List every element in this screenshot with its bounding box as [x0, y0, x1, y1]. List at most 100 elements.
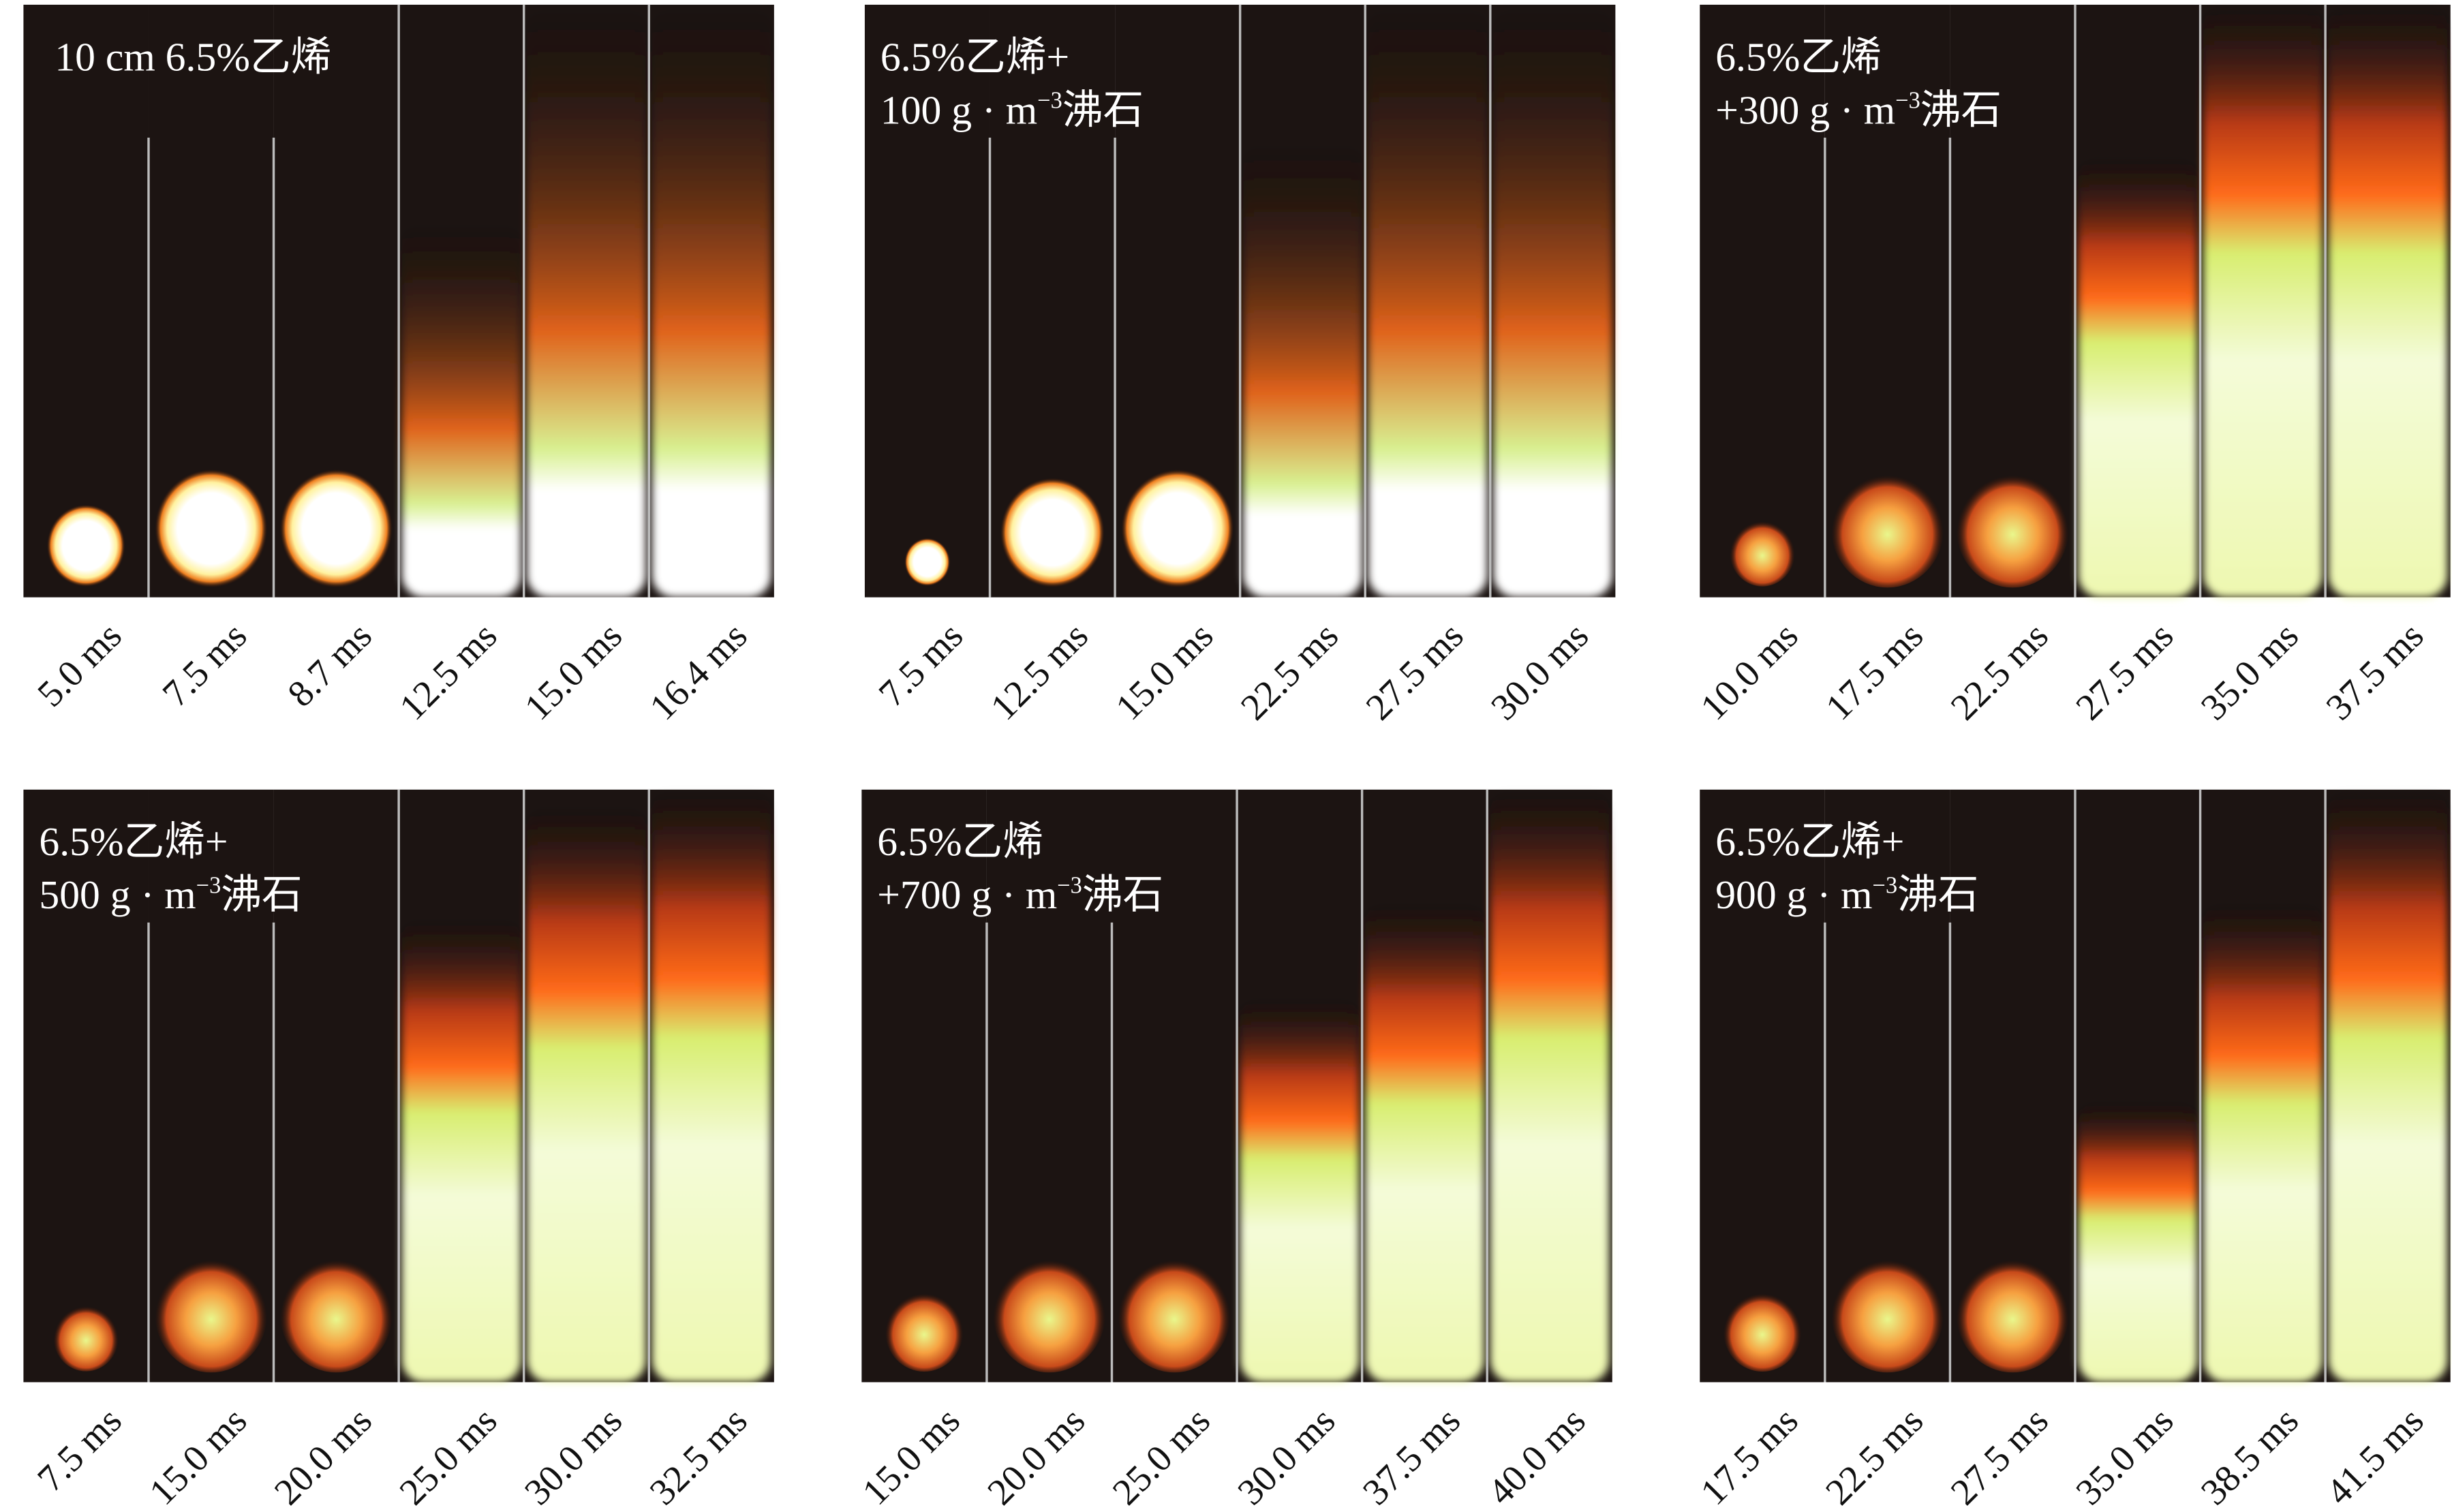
- time-label: 30.0 ms: [1229, 1400, 1343, 1512]
- flame: [401, 918, 521, 1383]
- label-sup: −3: [196, 872, 221, 898]
- label-text: +300 g · m: [1715, 87, 1895, 132]
- label-text: 6.5%乙烯+: [39, 819, 228, 864]
- frame: [397, 4, 524, 598]
- time-label: 15.0 ms: [1107, 615, 1221, 728]
- frame: [647, 789, 774, 1383]
- frame: [1114, 4, 1240, 598]
- frame: [147, 4, 274, 598]
- flame: [1121, 469, 1234, 588]
- frame: [2324, 4, 2451, 598]
- flame: [885, 1289, 964, 1372]
- panel-label: +300 g · m−3沸石: [1715, 87, 2002, 132]
- time-label: 30.0 ms: [1483, 615, 1596, 728]
- frame-bg: [1700, 4, 1825, 598]
- time-label: 12.5 ms: [983, 615, 1096, 728]
- time-label: 25.0 ms: [1105, 1400, 1218, 1512]
- time-label: 22.5 ms: [1943, 615, 2056, 728]
- label-after: 沸石: [1062, 87, 1144, 132]
- time-label: 27.5 ms: [2068, 615, 2181, 728]
- flame: [155, 469, 268, 588]
- label-text: +700 g · m: [877, 872, 1057, 917]
- time-label: 38.5 ms: [2193, 1400, 2306, 1512]
- flame: [993, 1254, 1106, 1373]
- panel-label: 6.5%乙烯+: [39, 819, 228, 864]
- frame: [1486, 789, 1612, 1383]
- time-label: 16.4 ms: [641, 615, 754, 728]
- flame: [904, 538, 951, 586]
- frame: [985, 789, 1112, 1383]
- frame: [272, 4, 399, 598]
- time-label: 17.5 ms: [1692, 1400, 1805, 1512]
- frame: [2074, 4, 2201, 598]
- flame: [1000, 478, 1105, 588]
- label-sup: −3: [1895, 87, 1920, 113]
- frame: [1489, 4, 1616, 598]
- label-after: 沸石: [1082, 872, 1163, 917]
- label-text: 6.5%乙烯+: [880, 34, 1069, 79]
- frame: [23, 4, 149, 598]
- time-label: 41.5 ms: [2318, 1400, 2431, 1512]
- frame: [522, 4, 649, 598]
- time-label: 37.5 ms: [1355, 1400, 1468, 1512]
- frame: [1948, 4, 2075, 598]
- flame: [652, 789, 771, 1383]
- time-label: 35.0 ms: [2193, 615, 2306, 728]
- flame: [1490, 789, 1610, 1383]
- flame: [2203, 902, 2323, 1383]
- frame: [647, 4, 774, 598]
- flame: [1831, 469, 1944, 588]
- frame: [1948, 789, 2075, 1383]
- flame: [1493, 4, 1612, 598]
- panel: [864, 4, 1616, 598]
- time-label: 7.5 ms: [155, 615, 255, 715]
- label-after: 沸石: [1920, 87, 2002, 132]
- flame: [1956, 469, 2069, 588]
- frame: [2324, 789, 2451, 1383]
- time-label: 7.5 ms: [870, 615, 970, 715]
- time-label: 27.5 ms: [1943, 1400, 2056, 1512]
- panel: [23, 789, 774, 1383]
- time-label: 5.0 ms: [29, 615, 129, 715]
- panel-label: +700 g · m−3沸石: [877, 872, 1163, 917]
- frame-bg: [1700, 789, 1825, 1383]
- flame: [46, 504, 125, 587]
- frame-bg: [23, 789, 149, 1383]
- time-label: 15.0 ms: [141, 1400, 254, 1512]
- panel-label: 900 g · m−3沸石: [1715, 872, 1978, 917]
- frame: [1700, 789, 1825, 1383]
- time-label: 35.0 ms: [2068, 1400, 2181, 1512]
- time-label: 10.0 ms: [1692, 615, 1805, 728]
- flame: [1956, 1254, 2069, 1373]
- frame: [522, 789, 649, 1383]
- time-label: 20.0 ms: [979, 1400, 1092, 1512]
- panel-label: 6.5%乙烯+: [1715, 819, 1904, 864]
- time-label: 17.5 ms: [1818, 615, 1931, 728]
- frame: [861, 789, 987, 1383]
- time-label: 20.0 ms: [266, 1400, 380, 1512]
- label-after: 沸石: [1897, 872, 1978, 917]
- panel: [1700, 4, 2451, 598]
- panel: [23, 4, 774, 598]
- flame: [1243, 141, 1362, 598]
- time-label: 7.5 ms: [29, 1400, 129, 1500]
- time-label: 37.5 ms: [2318, 615, 2431, 728]
- flame: [527, 806, 646, 1383]
- flame: [53, 1303, 119, 1372]
- time-label: 22.5 ms: [1233, 615, 1346, 728]
- panel-label: 10 cm 6.5%乙烯: [55, 34, 331, 79]
- frame-bg: [23, 4, 149, 598]
- frame-bg: [861, 789, 987, 1383]
- flame: [2203, 4, 2323, 598]
- frame: [272, 789, 399, 1383]
- frame: [147, 789, 274, 1383]
- flame: [652, 4, 771, 598]
- frame: [1824, 4, 1950, 598]
- frame-bg: [864, 4, 990, 598]
- label-text: 500 g · m: [39, 872, 196, 917]
- time-label: 32.5 ms: [641, 1400, 754, 1512]
- time-label: 30.0 ms: [517, 1400, 630, 1512]
- frame: [2198, 789, 2326, 1383]
